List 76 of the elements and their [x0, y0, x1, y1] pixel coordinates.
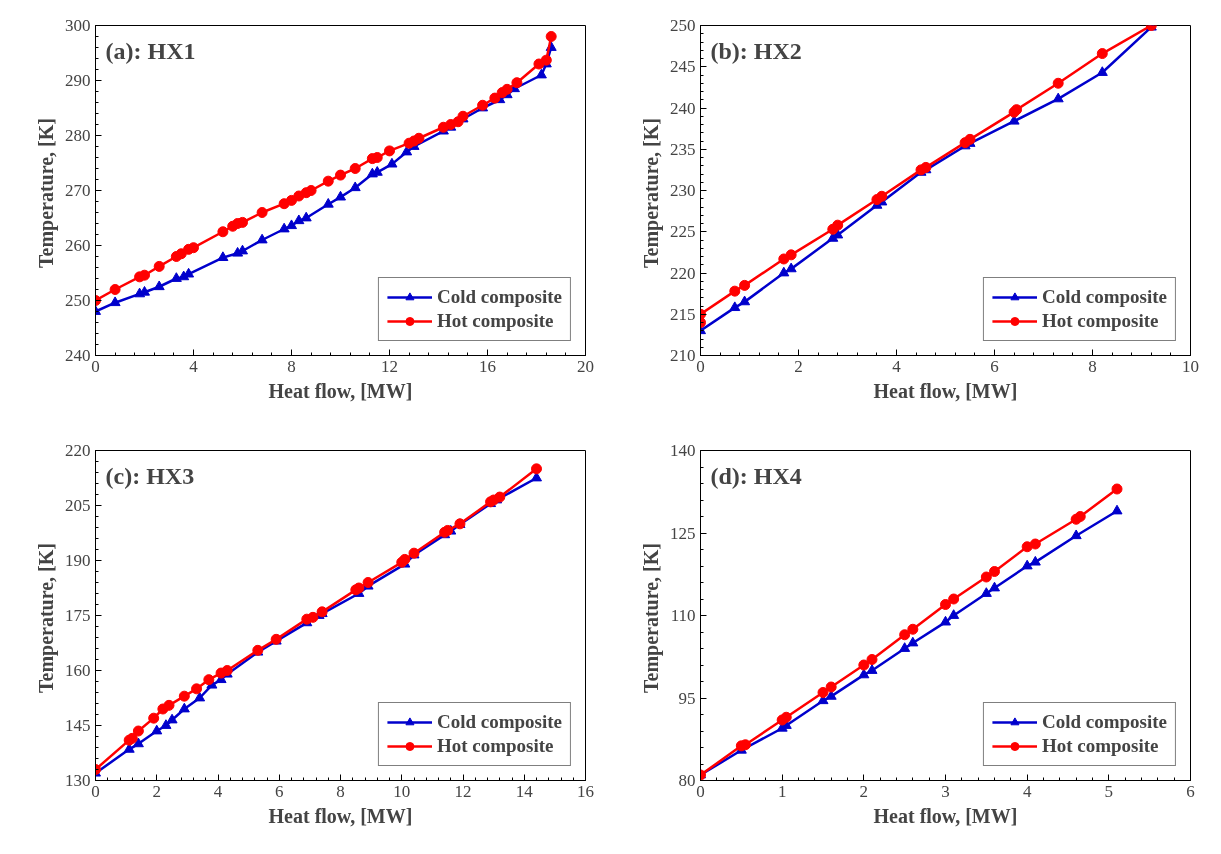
y-tick-label: 250	[670, 16, 696, 35]
x-tick-label: 10	[1182, 356, 1199, 376]
text: (a): HX1	[105, 37, 196, 64]
y-tick-label: 190	[65, 551, 91, 570]
x-tick-label: 8	[287, 356, 296, 376]
x-tick-label: 16	[479, 356, 496, 376]
x-tick-label: 6	[1186, 781, 1195, 801]
y-tick-label: 130	[65, 771, 91, 790]
x-tick-label: 8	[1088, 356, 1097, 376]
legend-label: Hot composite	[436, 735, 554, 757]
y-axis-title: Temperature, [K]	[640, 543, 663, 693]
y-tick-label: 245	[670, 57, 696, 77]
y-tick-label: 225	[670, 222, 696, 242]
x-tick-label: 0	[91, 781, 100, 801]
y-tick-label: 280	[65, 126, 91, 145]
y-tick-label: 240	[670, 98, 696, 118]
y-tick-label: 215	[670, 304, 696, 324]
y-tick-label: 110	[670, 606, 696, 625]
y-axis-title: Temperature, [K]	[35, 543, 58, 693]
x-tick-label: 2	[152, 781, 161, 801]
x-tick-label: 3	[941, 781, 950, 801]
x-tick-label: 16	[577, 781, 594, 801]
x-tick-label: 12	[381, 356, 398, 376]
y-tick-label: 145	[65, 716, 91, 735]
x-tick-label: 0	[696, 356, 705, 376]
x-axis-title: Heat flow, [MW]	[873, 804, 1018, 827]
x-tick-label: 1	[777, 781, 787, 801]
y-tick-label: 80	[678, 771, 696, 790]
x-tick-label: 2	[794, 356, 803, 376]
x-tick-label: 4	[1022, 781, 1032, 801]
text: (b): HX2	[710, 37, 802, 64]
x-tick-label: 8	[336, 781, 345, 801]
text: (d): HX4	[710, 462, 802, 489]
y-tick-label: 140	[670, 441, 696, 460]
x-tick-label: 14	[515, 781, 534, 801]
y-tick-label: 290	[65, 71, 91, 90]
x-tick-label: 6	[990, 356, 999, 376]
y-tick-label: 210	[670, 346, 696, 365]
x-tick-label: 6	[275, 781, 284, 801]
y-axis-title: Temperature, [K]	[35, 118, 58, 268]
y-tick-label: 160	[65, 661, 91, 680]
y-tick-label: 220	[65, 441, 91, 460]
y-tick-label: 230	[670, 181, 696, 200]
y-tick-label: 240	[65, 346, 91, 365]
x-tick-label: 5	[1104, 781, 1114, 801]
legend-label: Cold composite	[436, 711, 562, 733]
text: (c): HX3	[105, 462, 195, 489]
y-tick-label: 205	[65, 496, 91, 515]
legend-label: Cold composite	[1041, 711, 1167, 733]
x-tick-label: 12	[454, 781, 472, 801]
x-tick-label: 0	[91, 356, 100, 376]
y-tick-label: 300	[65, 16, 91, 35]
y-tick-label: 175	[65, 606, 91, 625]
x-tick-label: 4	[892, 356, 902, 376]
x-tick-label: 10	[393, 781, 411, 801]
y-tick-label: 260	[65, 236, 91, 255]
x-axis-title: Heat flow, [MW]	[873, 379, 1018, 402]
legend-label: Hot composite	[1041, 735, 1159, 757]
y-tick-label: 250	[65, 291, 91, 310]
y-tick-label: 220	[670, 263, 696, 283]
x-tick-label: 4	[189, 356, 199, 376]
x-tick-label: 0	[696, 781, 705, 801]
y-tick-label: 270	[65, 181, 91, 200]
y-tick-label: 125	[670, 523, 696, 543]
y-tick-label: 95	[678, 688, 696, 708]
legend-label: Hot composite	[436, 310, 554, 332]
legend-label: Hot composite	[1041, 310, 1159, 332]
y-axis-title: Temperature, [K]	[640, 118, 663, 268]
x-tick-label: 20	[577, 356, 594, 376]
x-tick-label: 2	[859, 781, 869, 801]
legend-label: Cold composite	[436, 286, 562, 308]
x-axis-title: Heat flow, [MW]	[268, 379, 413, 402]
y-tick-label: 235	[670, 139, 696, 159]
legend-label: Cold composite	[1041, 286, 1167, 308]
x-axis-title: Heat flow, [MW]	[268, 804, 413, 827]
x-tick-label: 4	[213, 781, 223, 801]
